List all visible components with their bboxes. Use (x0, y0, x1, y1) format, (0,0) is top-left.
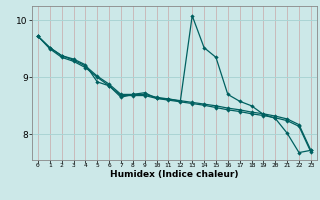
X-axis label: Humidex (Indice chaleur): Humidex (Indice chaleur) (110, 170, 239, 179)
